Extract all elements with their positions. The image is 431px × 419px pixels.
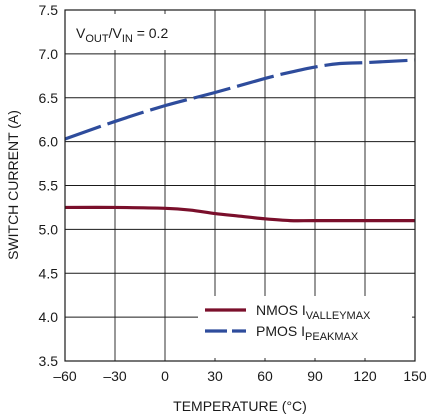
x-tick-label: 30 [207, 368, 223, 384]
y-tick-label: 5.5 [39, 178, 59, 194]
y-tick-label: 7.5 [39, 2, 59, 18]
y-tick-label: 6.5 [39, 90, 59, 106]
x-tick-label: 150 [403, 368, 427, 384]
series-lines [64, 58, 416, 223]
x-tick-label: 60 [257, 368, 273, 384]
x-tick-labels: –60 –30 0 30 60 90 120 150 [53, 368, 427, 384]
y-tick-label: 3.5 [39, 353, 59, 369]
grid [65, 10, 415, 361]
plot-frame [64, 9, 416, 362]
x-tick-label: 120 [353, 368, 377, 384]
x-axis-label: TEMPERATURE (°C) [173, 398, 307, 414]
series-line-pmos [64, 58, 416, 141]
y-tick-labels: 3.5 4.0 4.5 5.0 5.5 6.0 6.5 7.0 7.5 [39, 2, 59, 369]
y-tick-label: 5.0 [39, 221, 59, 237]
x-tick-label: –60 [53, 368, 77, 384]
legend-box [198, 296, 412, 358]
x-tick-label: 0 [161, 368, 169, 384]
series-line-nmos [64, 205, 415, 223]
legend-label-nmos: NMOS IVALLEYMAX [256, 302, 371, 322]
annotation-box [68, 14, 194, 50]
y-axis-label: SWITCH CURRENT (A) [5, 110, 21, 260]
ratio-annotation: VOUT/VIN = 0.2 [76, 25, 168, 45]
legend-label-pmos: PMOS IPEAKMAX [256, 323, 359, 343]
y-tick-label: 4.0 [39, 309, 59, 325]
y-tick-label: 4.5 [39, 265, 59, 281]
y-tick-label: 6.0 [39, 134, 59, 150]
x-tick-label: 90 [307, 368, 323, 384]
y-tick-label: 7.0 [39, 46, 59, 62]
x-tick-label: –30 [103, 368, 127, 384]
